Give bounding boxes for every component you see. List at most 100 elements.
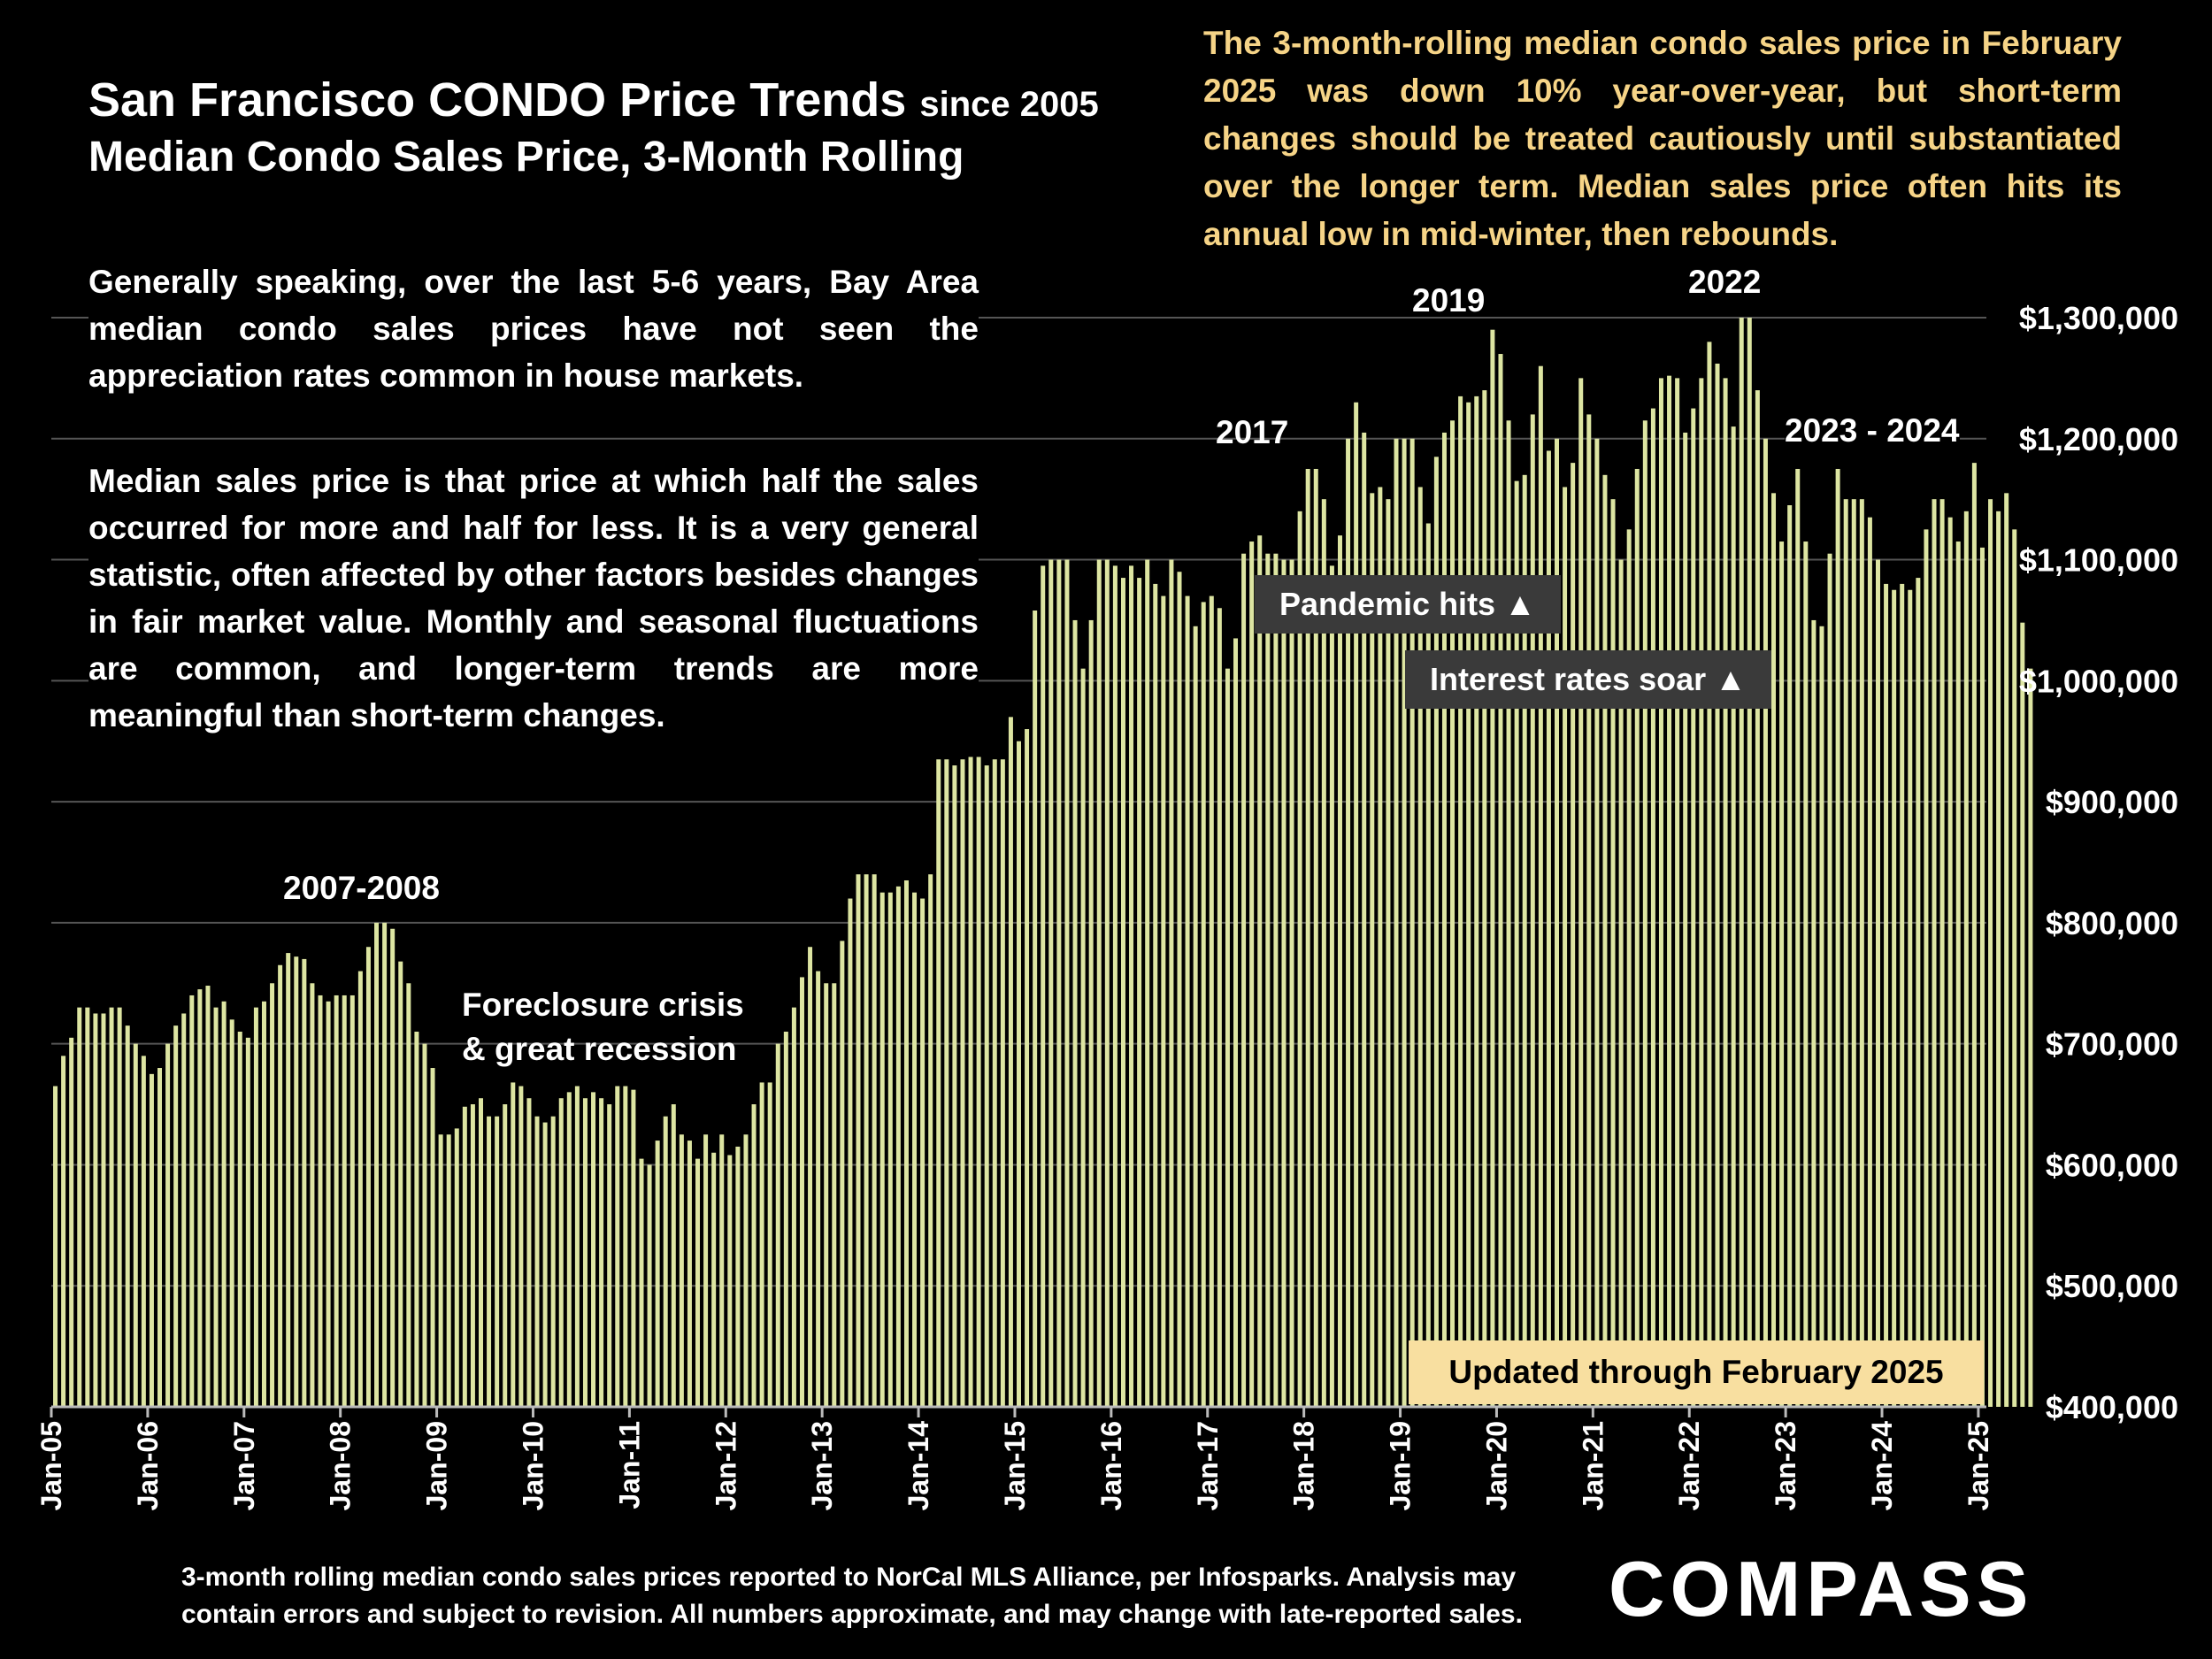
bar (1739, 318, 1744, 1407)
chart-subtitle: Median Condo Sales Price, 3-Month Rollin… (88, 134, 964, 180)
bar (663, 1116, 668, 1407)
bar (438, 1134, 443, 1407)
bar (607, 1104, 612, 1407)
bar (374, 922, 380, 1407)
y-tick-label: $1,100,000 (2019, 542, 2178, 579)
y-axis: $400,000 $500,000 $600,000 $700,000 $800,000… (2019, 300, 2178, 1425)
annotation-foreclosure-line2: & great recession (462, 1031, 737, 1067)
bar (1425, 523, 1431, 1407)
bar (197, 989, 203, 1407)
bar (1209, 595, 1214, 1407)
bar (1257, 535, 1263, 1407)
bar (1530, 414, 1535, 1407)
bar (1498, 354, 1503, 1407)
bar (1859, 499, 1864, 1407)
bar (1667, 375, 1672, 1407)
bar (253, 1007, 258, 1407)
bar (462, 1106, 467, 1407)
bar (735, 1146, 741, 1407)
bar (976, 757, 981, 1407)
bar (574, 1086, 580, 1407)
bar (1900, 583, 1905, 1407)
bar (1586, 414, 1592, 1407)
bar (1289, 559, 1294, 1407)
y-tick-label: $600,000 (2046, 1147, 2178, 1183)
bar (526, 1098, 532, 1407)
bar (1699, 378, 1704, 1407)
x-tick-label: Jan-07 (228, 1421, 260, 1510)
bar (1064, 559, 1070, 1407)
bar (390, 928, 396, 1407)
bar (631, 1089, 636, 1407)
paragraph-definition: Median sales price is that price at whic… (88, 457, 979, 739)
x-tick-label: Jan-16 (1095, 1421, 1127, 1510)
bar (1474, 396, 1479, 1408)
bar (446, 1134, 451, 1407)
bar (2020, 622, 2025, 1407)
bar (1177, 572, 1182, 1407)
bar (1771, 493, 1777, 1407)
bar (101, 1013, 106, 1407)
bar (1433, 457, 1439, 1407)
bar (1971, 463, 1977, 1408)
bar (647, 1164, 652, 1407)
bar (1843, 499, 1848, 1407)
bar (1417, 487, 1423, 1407)
x-tick-label: Jan-05 (35, 1421, 67, 1510)
bar (1201, 602, 1206, 1407)
bar (133, 1043, 138, 1407)
bar (791, 1007, 796, 1407)
bar (1691, 408, 1696, 1407)
bar (944, 759, 949, 1407)
bar (503, 1104, 508, 1407)
bar (326, 1001, 331, 1407)
x-tick-label: Jan-20 (1480, 1421, 1512, 1510)
bar (1979, 547, 1985, 1407)
bar (495, 1116, 500, 1407)
bar (1924, 529, 1929, 1407)
bar (406, 983, 411, 1407)
bar (751, 1104, 757, 1407)
bar (278, 964, 283, 1407)
bar (1096, 559, 1102, 1407)
bar (1386, 499, 1391, 1407)
bar (1578, 378, 1584, 1407)
x-tick-label: Jan-17 (1192, 1421, 1224, 1510)
x-tick-label: Jan-11 (613, 1421, 645, 1509)
bar (1827, 553, 1832, 1407)
bar (1337, 535, 1342, 1407)
bar (1650, 408, 1655, 1407)
x-tick-label: Jan-09 (421, 1421, 453, 1510)
chart-title: San Francisco CONDO Price Trends since 2… (88, 73, 1099, 127)
bar (205, 986, 211, 1407)
bar (1145, 559, 1150, 1407)
bar (727, 1155, 733, 1407)
bar (487, 1116, 492, 1407)
bar (1731, 426, 1736, 1408)
bar (1265, 553, 1271, 1407)
bar (1835, 468, 1840, 1408)
bar (1490, 329, 1495, 1408)
bar (1048, 559, 1054, 1407)
bar (968, 757, 973, 1407)
bar (1546, 450, 1551, 1407)
bar (213, 1007, 219, 1407)
bar (695, 1158, 701, 1407)
x-tick-label: Jan-21 (1577, 1421, 1609, 1510)
bar (1658, 378, 1663, 1407)
bar (430, 1068, 435, 1407)
y-tick-label: $400,000 (2046, 1389, 2178, 1425)
bar (1723, 378, 1728, 1407)
bar (1088, 619, 1094, 1407)
bar (1634, 468, 1640, 1408)
callout-text: The 3-month-rolling median condo sales p… (1203, 25, 2122, 252)
bar (816, 971, 821, 1407)
y-tick-label: $800,000 (2046, 905, 2178, 941)
annotation-pandemic-hits: Pandemic hits ▲ (1255, 575, 1561, 634)
bar (1555, 438, 1559, 1407)
bar (960, 759, 965, 1407)
bar (53, 1086, 58, 1407)
bar (1233, 638, 1239, 1407)
bar (920, 898, 926, 1407)
